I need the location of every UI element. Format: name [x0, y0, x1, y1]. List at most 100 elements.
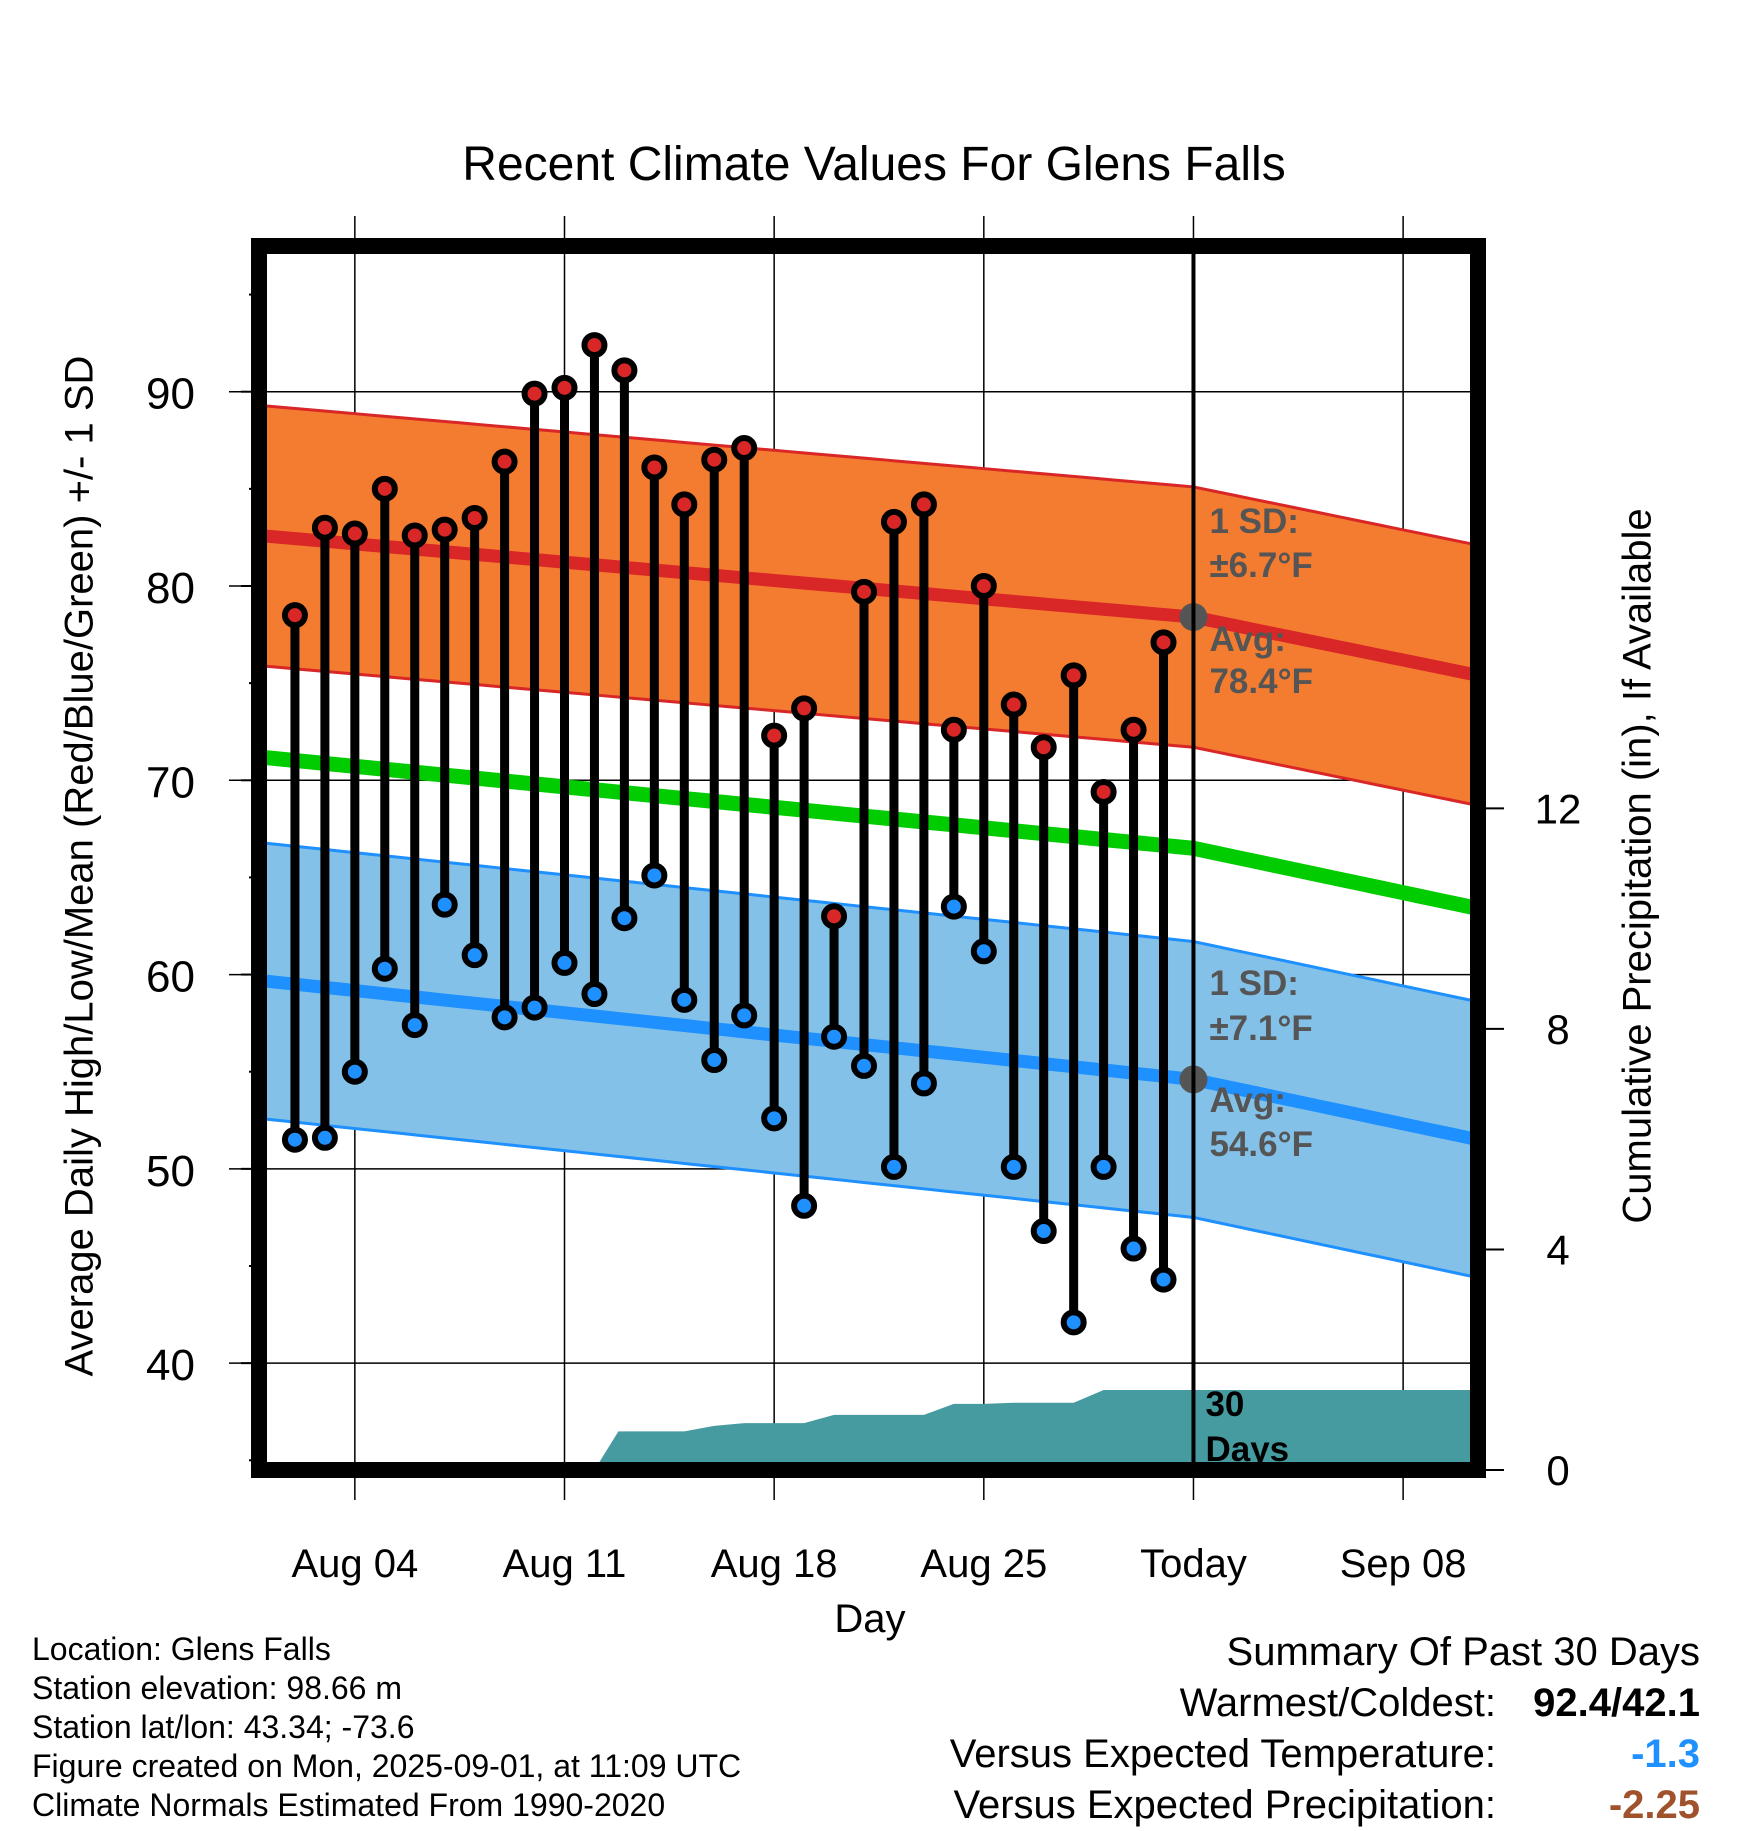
high-avg-value: 78.4°F — [1209, 662, 1313, 701]
daily-low-point — [641, 862, 668, 889]
daily-high-point — [821, 903, 848, 930]
low-sd-value: ±7.1°F — [1209, 1009, 1312, 1048]
daily-low-point — [311, 1124, 338, 1151]
warm-cold-value: 92.4/42.1 — [1533, 1681, 1700, 1725]
daily-high-point — [1150, 629, 1177, 656]
daily-low-point — [371, 955, 398, 982]
daily-low-point — [761, 1105, 788, 1132]
daily-low-point — [611, 905, 638, 932]
daily-high-point — [611, 357, 638, 384]
daily-low-point — [341, 1058, 368, 1085]
y2-tick-label: 8 — [1546, 1006, 1569, 1053]
daily-low-point — [461, 942, 488, 969]
station-elevation: Station elevation: 98.66 m — [32, 1670, 403, 1706]
low-normal-band-lower-edge — [258, 1116, 1479, 1280]
daily-low-point — [731, 1002, 758, 1029]
y-tick-label: 40 — [146, 1341, 195, 1390]
high-sd-label: 1 SD: — [1209, 502, 1298, 541]
daily-high-point — [641, 454, 668, 481]
daily-high-point — [311, 514, 338, 541]
daily-high-point — [1060, 662, 1087, 689]
summary-precip: Versus Expected Precipitation: -2.25 — [950, 1780, 1700, 1831]
summary-panel: Summary Of Past 30 Days Warmest/Coldest:… — [950, 1627, 1700, 1831]
daily-high-point — [970, 573, 997, 599]
x-axis-label: Day — [834, 1597, 906, 1641]
daily-high-point — [461, 505, 488, 531]
daily-low-point — [281, 1126, 308, 1153]
daily-high-point — [491, 448, 518, 475]
daily-low-point — [791, 1192, 818, 1219]
daily-high-point — [851, 578, 878, 605]
y2-tick-label: 4 — [1546, 1226, 1569, 1273]
y2-tick-label: 12 — [1535, 785, 1582, 832]
daily-low-point — [1090, 1153, 1117, 1180]
low-avg-value: 54.6°F — [1209, 1125, 1313, 1164]
x-tick-label: Today — [1140, 1542, 1247, 1586]
precipitation-area — [594, 1390, 1478, 1470]
low-avg-label: Avg: — [1209, 1081, 1285, 1120]
daily-low-point — [940, 893, 967, 920]
y-tick-label: 70 — [146, 758, 195, 807]
chart-title: Recent Climate Values For Glens Falls — [462, 138, 1286, 191]
daily-low-point — [880, 1153, 907, 1180]
daily-high-point — [281, 602, 308, 629]
precip-label: Versus Expected Precipitation: — [953, 1783, 1496, 1827]
temp-value: -1.3 — [1631, 1732, 1700, 1776]
warm-cold-label: Warmest/Coldest: — [1179, 1681, 1496, 1725]
y-tick-label: 50 — [146, 1147, 195, 1196]
low-sd-label: 1 SD: — [1209, 964, 1298, 1003]
daily-low-point — [1150, 1266, 1177, 1293]
plot-border — [251, 238, 1486, 1478]
cumulative-precip-area — [594, 1390, 1478, 1470]
daily-low-point — [851, 1052, 878, 1079]
high-sd-value: ±6.7°F — [1209, 546, 1312, 585]
daily-high-point — [581, 332, 608, 359]
daily-high-point — [1000, 691, 1027, 718]
x-tick-label: Aug 04 — [291, 1542, 418, 1586]
daily-high-point — [1030, 734, 1057, 761]
daily-low-point — [1060, 1309, 1087, 1336]
x-tick-label: Aug 18 — [711, 1542, 838, 1586]
daily-low-point — [1000, 1153, 1027, 1180]
daily-high-point — [1090, 778, 1117, 805]
daily-high-point — [1120, 716, 1147, 743]
daily-low-point — [671, 986, 698, 1013]
daily-high-point — [731, 435, 758, 462]
daily-low-point — [910, 1070, 937, 1097]
y-tick-label: 60 — [146, 953, 195, 1002]
high-avg-label: Avg: — [1209, 620, 1285, 659]
daily-high-point — [671, 491, 698, 518]
axes: 40 50 60 70 80 90 0 4 8 12 Aug 04 Aug 11 Aug 18 Aug 2… — [146, 238, 1582, 1586]
daily-high-point — [910, 491, 937, 518]
station-info: Location: Glens Falls Station elevation:… — [32, 1630, 741, 1825]
daily-low-point — [521, 994, 548, 1021]
y-tick-label: 90 — [146, 370, 195, 419]
x-tick-label: Aug 25 — [920, 1542, 1047, 1586]
high-normal-band-upper-edge — [258, 403, 1479, 547]
station-latlon: Station lat/lon: 43.34; -73.6 — [32, 1709, 415, 1745]
daily-high-point — [371, 475, 398, 502]
daily-low-point — [1120, 1235, 1147, 1262]
x-tick-label: Sep 08 — [1340, 1542, 1467, 1586]
days-count-label: 30 — [1205, 1385, 1244, 1424]
daily-high-point — [431, 516, 458, 543]
x-tick-label: Aug 11 — [503, 1542, 627, 1586]
daily-high-point — [701, 446, 728, 473]
daily-low-point — [401, 1012, 428, 1039]
figure-created: Figure created on Mon, 2025-09-01, at 11… — [32, 1748, 742, 1784]
y2-axis-label: Cumulative Precipitation (in), If Availa… — [1615, 508, 1660, 1224]
daily-low-point — [491, 1004, 518, 1031]
precip-value: -2.25 — [1608, 1783, 1700, 1827]
daily-low-point — [431, 891, 458, 918]
daily-high-point — [551, 374, 578, 401]
daily-high-point — [880, 508, 907, 535]
daily-low-point — [551, 949, 578, 976]
daily-high-point — [401, 522, 428, 549]
daily-high-point — [761, 722, 788, 749]
daily-high-point — [341, 520, 368, 547]
daily-range-stems — [290, 345, 1169, 1323]
y-tick-label: 80 — [146, 564, 195, 613]
daily-low-point — [1030, 1218, 1057, 1245]
daily-low-point — [581, 981, 608, 1007]
temp-label: Versus Expected Temperature: — [949, 1732, 1496, 1776]
